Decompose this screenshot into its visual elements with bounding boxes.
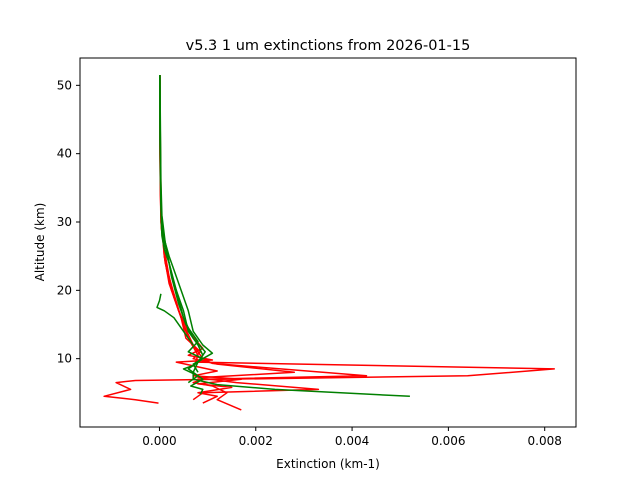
y-tick-label-3: 30 — [57, 215, 72, 229]
series-line-green-8 — [159, 75, 214, 373]
x-tick-label-2: 0.002 — [239, 434, 273, 448]
y-tick-label-4: 40 — [57, 147, 72, 161]
x-tick-label-3: 0.004 — [335, 434, 369, 448]
x-tick-label-1: 0.000 — [142, 434, 176, 448]
y-axis-label: Altitude (km) — [33, 203, 47, 282]
x-tick-label-4: 0.006 — [431, 434, 465, 448]
y-tick-label-1: 10 — [57, 352, 72, 366]
axes-frame — [79, 57, 577, 428]
y-tick-label-5: 50 — [57, 78, 72, 92]
y-tick-label-2: 20 — [57, 283, 72, 297]
chart-title: v5.3 1 um extinctions from 2026-01-15 — [186, 38, 471, 54]
series-line-green-9 — [156, 293, 194, 346]
x-axis-label: Extinction (km-1) — [276, 457, 380, 471]
plot-area — [103, 75, 556, 411]
series-line-red-4 — [159, 75, 243, 404]
x-tick-label-5: 0.008 — [528, 434, 562, 448]
axis-ticks: 0.000 0.002 0.004 0.006 0.008 10 20 30 40 50 — [57, 78, 562, 448]
